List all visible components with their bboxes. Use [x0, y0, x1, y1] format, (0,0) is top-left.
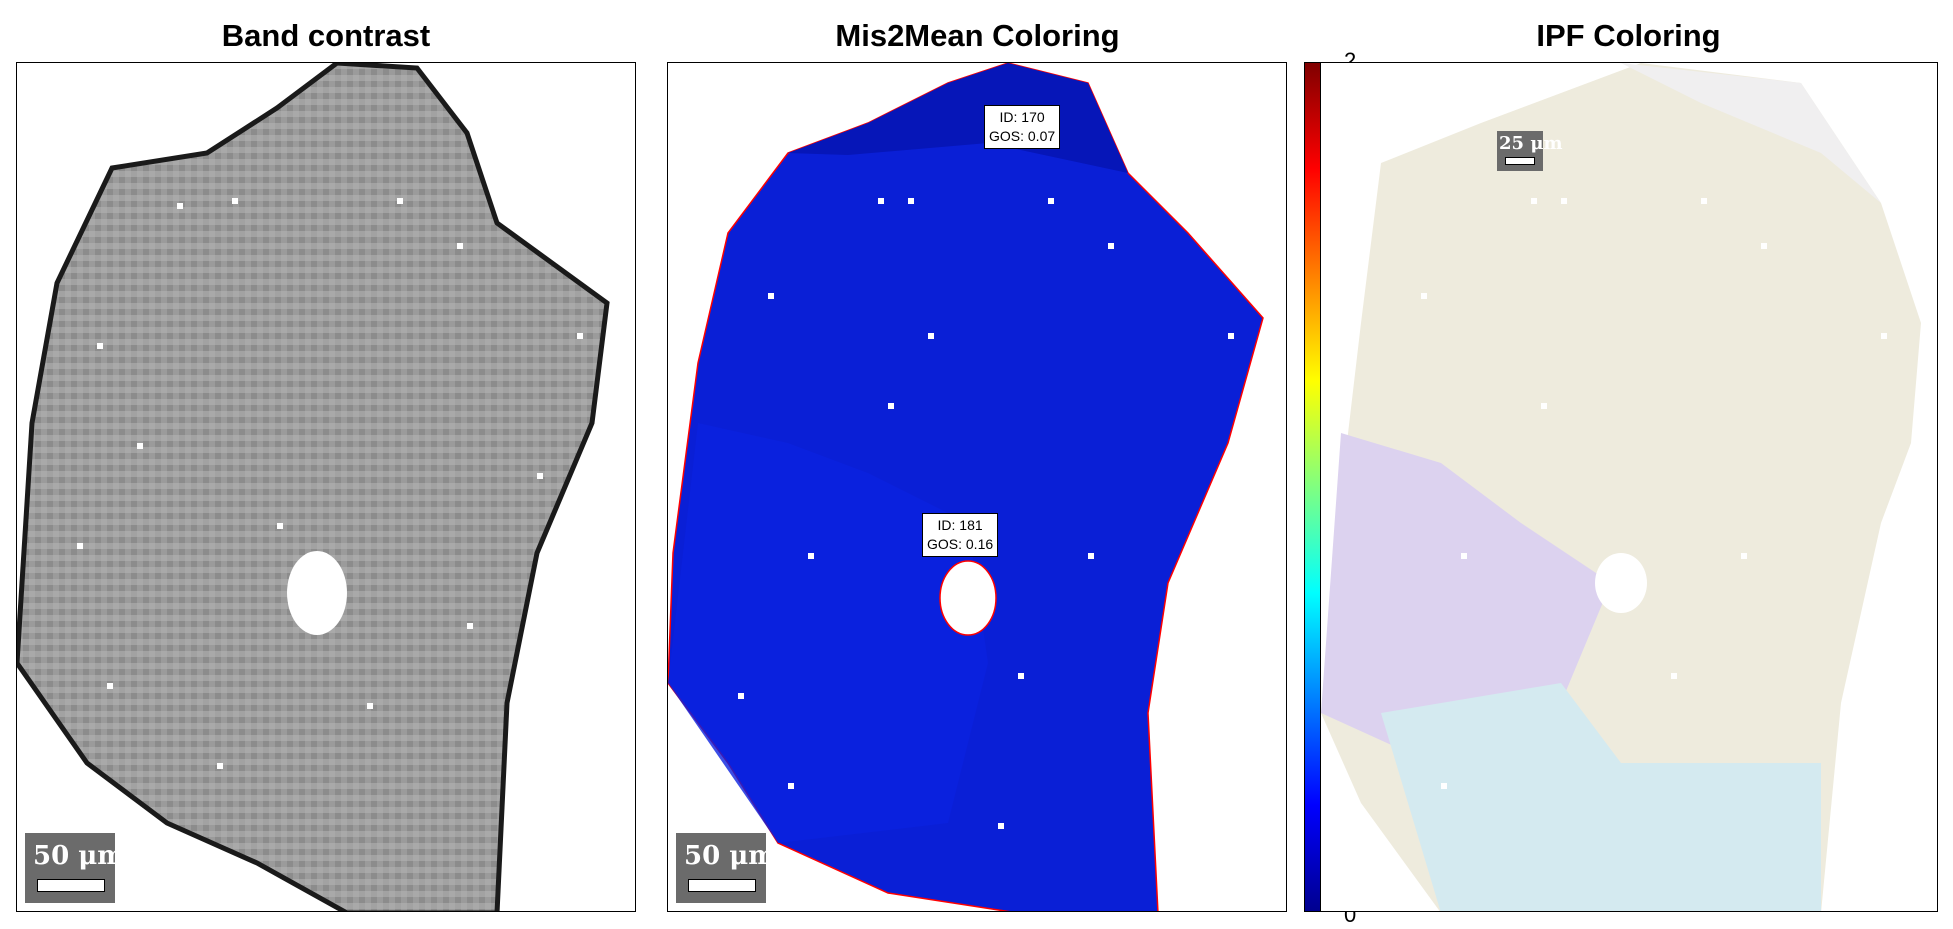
- scale-bar: 50 μm: [676, 833, 776, 903]
- colorbar: [1304, 62, 1321, 912]
- grain-id: ID: 181: [937, 517, 983, 533]
- scale-bar-label: 50 μm: [684, 841, 776, 871]
- mis2mean-image: [668, 63, 1264, 911]
- mis2mean-map: ID: 170 GOS: 0.07 ID: 181 GOS: 0.16 50 μ…: [667, 62, 1287, 912]
- grain-id: ID: 170: [999, 109, 1045, 125]
- grain-gos: GOS: 0.16: [927, 536, 994, 552]
- ipf-image: [1321, 63, 1921, 911]
- mis2mean-title: Mis2Mean Coloring: [835, 18, 1120, 53]
- band-contrast-image: [17, 63, 610, 911]
- scale-bar-line: [688, 879, 756, 892]
- scale-bar-line: [37, 879, 105, 892]
- ipf-map: 25 μm: [1320, 62, 1938, 912]
- scale-bar-label: 25 μm: [1499, 133, 1563, 154]
- band-contrast-title: Band contrast: [221, 18, 431, 53]
- grain-label-170: ID: 170 GOS: 0.07: [984, 105, 1061, 149]
- ipf-title: IPF Coloring: [1536, 18, 1721, 53]
- grain-gos: GOS: 0.07: [989, 128, 1056, 144]
- scale-bar-line: [1505, 157, 1535, 165]
- scale-bar-label: 50 μm: [33, 841, 125, 871]
- scale-bar: 50 μm: [25, 833, 125, 903]
- scale-bar: 25 μm: [1497, 131, 1563, 171]
- grain-label-181: ID: 181 GOS: 0.16: [922, 513, 999, 557]
- band-contrast-map: 50 μm: [16, 62, 636, 912]
